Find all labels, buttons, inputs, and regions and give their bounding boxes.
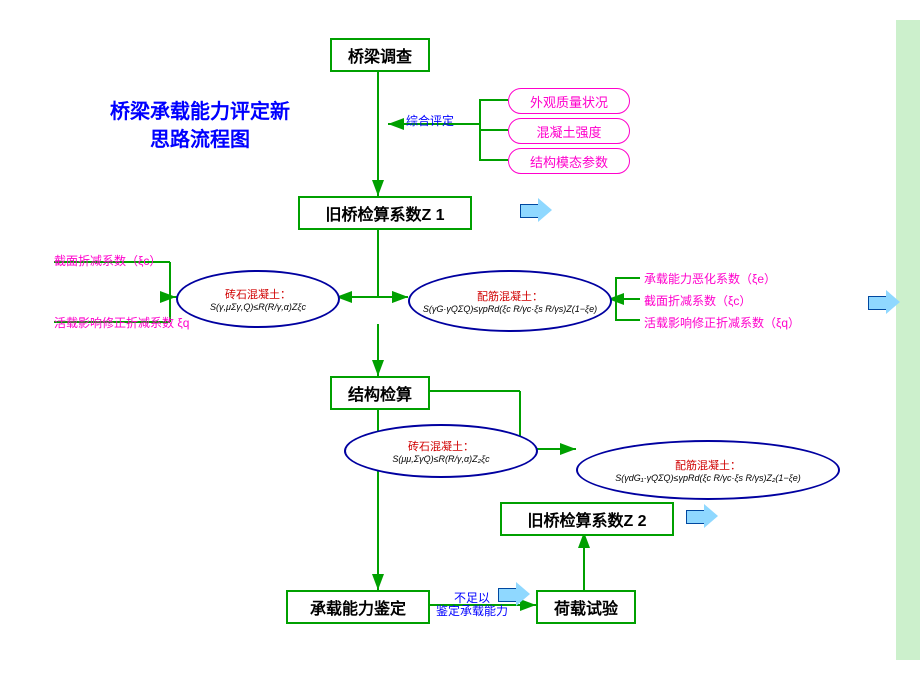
pink-left-1: 截面折减系数（ξc） — [54, 252, 161, 269]
ellipse-D: 配筋混凝土： S(γdG₁·γQΣQ)≤γpRd(ξc R/γc·ξs R/γs… — [576, 440, 840, 500]
ellipse-D-hd: 配筋混凝土： — [675, 457, 741, 473]
ellipse-C: 砖石混凝土： S(μμ,ΣγQ)≤R(R/γ,α)Z₂ξc — [344, 424, 538, 478]
insuff-l2: 鉴定承载能力 — [436, 604, 508, 618]
ellipse-C-fm: S(μμ,ΣγQ)≤R(R/γ,α)Z₂ξc — [392, 454, 489, 464]
node-check: 结构检算 — [330, 376, 430, 410]
node-loadtest: 荷载试验 — [536, 590, 636, 624]
flowchart-canvas: 桥梁承载能力评定新 思路流程图 — [0, 0, 920, 690]
blockarrow-2 — [868, 290, 902, 314]
flowchart-title: 桥梁承载能力评定新 思路流程图 — [70, 98, 330, 154]
round-modal-params: 结构模态参数 — [508, 148, 630, 174]
pink-right-2: 截面折减系数（ξc） — [644, 292, 751, 309]
pink-right-3: 活载影响修正折减系数（ξq） — [644, 314, 800, 331]
pink-right-1: 承载能力恶化系数（ξe） — [644, 270, 776, 287]
insuff-l1: 不足以 — [454, 591, 490, 605]
node-z1: 旧桥检算系数Z 1 — [298, 196, 472, 230]
blockarrow-3 — [686, 504, 720, 528]
ellipse-B-hd: 配筋混凝土： — [477, 288, 543, 304]
slide-right-band — [896, 20, 920, 660]
blockarrow-4 — [498, 582, 532, 606]
title-line1: 桥梁承载能力评定新 — [110, 101, 290, 123]
edge-label-eval: 综合评定 — [406, 112, 454, 129]
node-survey: 桥梁调查 — [330, 38, 430, 72]
title-line2: 思路流程图 — [150, 129, 250, 151]
ellipse-A-hd: 砖石混凝土： — [225, 286, 291, 302]
blockarrow-1 — [520, 198, 554, 222]
ellipse-B-fm: S(γG·γQΣQ)≤γpRd(ξc R/γc·ξs R/γs)Z(1−ξe) — [423, 304, 597, 314]
round-concrete-strength: 混凝土强度 — [508, 118, 630, 144]
ellipse-A: 砖石混凝土： S(γ,μΣγ,Q)≤R(R/γ,α)Zξc — [176, 270, 340, 328]
pink-left-2: 活载影响修正折减系数 ξq — [54, 314, 189, 331]
node-verdict: 承载能力鉴定 — [286, 590, 430, 624]
round-exterior-quality: 外观质量状况 — [508, 88, 630, 114]
node-z2: 旧桥检算系数Z 2 — [500, 502, 674, 536]
ellipse-B: 配筋混凝土： S(γG·γQΣQ)≤γpRd(ξc R/γc·ξs R/γs)Z… — [408, 270, 612, 332]
ellipse-C-hd: 砖石混凝土： — [408, 438, 474, 454]
ellipse-A-fm: S(γ,μΣγ,Q)≤R(R/γ,α)Zξc — [210, 302, 306, 312]
ellipse-D-fm: S(γdG₁·γQΣQ)≤γpRd(ξc R/γc·ξs R/γs)Z₂(1−ξ… — [615, 473, 800, 483]
